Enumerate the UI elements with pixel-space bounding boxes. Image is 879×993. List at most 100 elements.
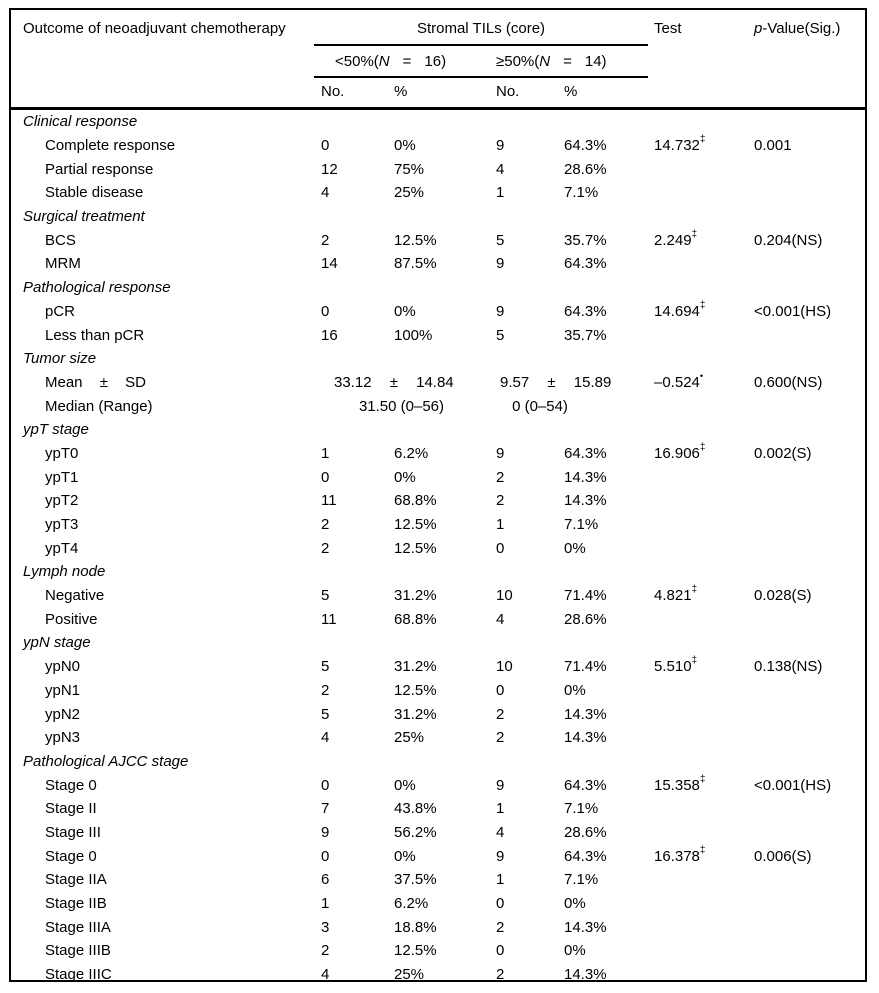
section-row: ypT stage [11, 418, 865, 442]
column-header-pct-2: % [564, 83, 578, 100]
table-row: MRM 14 87.5% 9 64.3% [11, 252, 865, 276]
section-label: ypN stage [23, 634, 91, 652]
test-statistic-value: 2.249‡ [654, 228, 698, 249]
table-row: Stage IIIC 4 25% 2 14.3% [11, 963, 865, 987]
table-row: Stage IIB 1 6.2% 0 0% [11, 892, 865, 916]
test-footnote-marker: ‡ [699, 441, 706, 453]
no-lt50-value: 1 [321, 895, 330, 913]
test-footnote-marker: ‡ [691, 584, 698, 596]
test-statistic-value: 16.906‡ [654, 441, 706, 462]
no-ge50-value: 0 [496, 895, 505, 913]
row-label: MRM [45, 255, 81, 273]
pct-ge50-value: 0% [564, 942, 586, 960]
pct-lt50-value: 25% [394, 966, 425, 984]
table-row: Stage IIA 6 37.5% 1 7.1% [11, 868, 865, 892]
pct-ge50-value: 14.3% [564, 705, 607, 723]
row-label: ypT0 [45, 444, 79, 462]
pct-lt50-value: 0% [394, 847, 416, 865]
p-value: <0.001(HS) [754, 776, 832, 794]
no-lt50-value: 1 [321, 444, 330, 462]
pct-ge50-value: 7.1% [564, 871, 599, 889]
pct-lt50-value: 12.5% [394, 516, 437, 534]
pct-ge50-value: 28.6% [564, 823, 607, 841]
pct-lt50-value: 100% [394, 326, 433, 344]
no-ge50-value: 5 [496, 326, 505, 344]
no-ge50-value: 9 [496, 444, 505, 462]
test-statistic-value: 5.510‡ [654, 655, 698, 676]
row-label: Median (Range) [45, 397, 153, 415]
table-row: Stage 0 0 0% 9 64.3% 16.378‡ 0.006(S) [11, 844, 865, 868]
row-label: Stage IIIB [45, 942, 111, 960]
pct-lt50-value: 31.2% [394, 705, 437, 723]
no-lt50-value: 2 [321, 681, 330, 699]
pct-lt50-value: 12.5% [394, 231, 437, 249]
section-label: Pathological response [23, 279, 171, 297]
section-row: ypN stage [11, 631, 865, 655]
row-label: ypN0 [45, 658, 81, 676]
no-ge50-value: 2 [496, 729, 505, 747]
pct-lt50-value: 12.5% [394, 681, 437, 699]
pct-lt50-value: 31.2% [394, 587, 437, 605]
table-header: Outcome of neoadjuvant chemotherapy Stro… [11, 10, 865, 110]
no-lt50-value: 5 [321, 658, 330, 676]
section-row: Surgical treatment [11, 205, 865, 229]
no-ge50-value: 9 [496, 137, 505, 155]
table-row: BCS 2 12.5% 5 35.7% 2.249‡ 0.204(NS) [11, 228, 865, 252]
no-ge50-value: 1 [496, 184, 505, 202]
no-lt50-value: 6 [321, 871, 330, 889]
subgroup-n: N [539, 52, 551, 70]
pct-lt50-value: 87.5% [394, 255, 437, 273]
outcomes-table: Outcome of neoadjuvant chemotherapy Stro… [9, 8, 867, 983]
column-header-pct-1: % [394, 83, 408, 100]
pct-lt50-value: 12.5% [394, 942, 437, 960]
no-lt50-value: 4 [321, 729, 330, 747]
no-ge50-value: 4 [496, 160, 505, 178]
no-ge50-value: 9 [496, 302, 505, 320]
section-row: Pathological response [11, 276, 865, 300]
no-lt50-value: 0 [321, 847, 330, 865]
group-header-rule [314, 44, 648, 46]
row-label: Stage 0 [45, 776, 97, 794]
no-ge50-value: 1 [496, 516, 505, 534]
no-ge50-value: 1 [496, 800, 505, 818]
pct-lt50-value: 12.5% [394, 539, 437, 557]
section-label: Tumor size [23, 350, 97, 368]
no-ge50-value: 9 [496, 255, 505, 273]
table-row: Complete response 0 0% 9 64.3% 14.732‡ 0.001 [11, 134, 865, 158]
pct-lt50-value: 18.8% [394, 918, 437, 936]
row-label: Complete response [45, 137, 176, 155]
row-label: Stage IIB [45, 895, 107, 913]
row-label: Negative [45, 587, 105, 605]
row-label: ypN3 [45, 729, 81, 747]
pct-ge50-value: 14.3% [564, 468, 607, 486]
table-row: ypN1 2 12.5% 0 0% [11, 679, 865, 703]
row-label: Less than pCR [45, 326, 145, 344]
row-label: Partial response [45, 160, 154, 178]
subgroup-header-rule [314, 76, 648, 78]
no-lt50-value: 12 [321, 160, 338, 178]
p-value: 0.028(S) [754, 587, 812, 605]
table-row: ypT4 2 12.5% 0 0% [11, 536, 865, 560]
row-label: Stage IIA [45, 871, 107, 889]
section-row: Lymph node [11, 560, 865, 584]
no-ge50-value: 0 [496, 681, 505, 699]
table-row: Stable disease 4 25% 1 7.1% [11, 181, 865, 205]
row-label: Mean ± SD [45, 373, 146, 391]
pct-ge50-value: 7.1% [564, 516, 599, 534]
section-label: Surgical treatment [23, 208, 145, 226]
p-value: 0.204(NS) [754, 231, 823, 249]
no-lt50-value: 2 [321, 516, 330, 534]
section-label: ypT stage [23, 421, 89, 439]
no-ge50-value: 10 [496, 587, 513, 605]
no-lt50-value: 11 [321, 610, 337, 628]
p-value: 0.138(NS) [754, 658, 823, 676]
row-label: Stage IIIA [45, 918, 111, 936]
pct-ge50-value: 64.3% [564, 302, 607, 320]
pct-ge50-value: 64.3% [564, 776, 607, 794]
pct-lt50-value: 43.8% [394, 800, 437, 818]
no-lt50-value: 4 [321, 966, 330, 984]
row-label: Stage II [45, 800, 97, 818]
table-row: ypT1 0 0% 2 14.3% [11, 465, 865, 489]
no-ge50-value: 5 [496, 231, 505, 249]
section-label: Lymph node [23, 563, 106, 581]
